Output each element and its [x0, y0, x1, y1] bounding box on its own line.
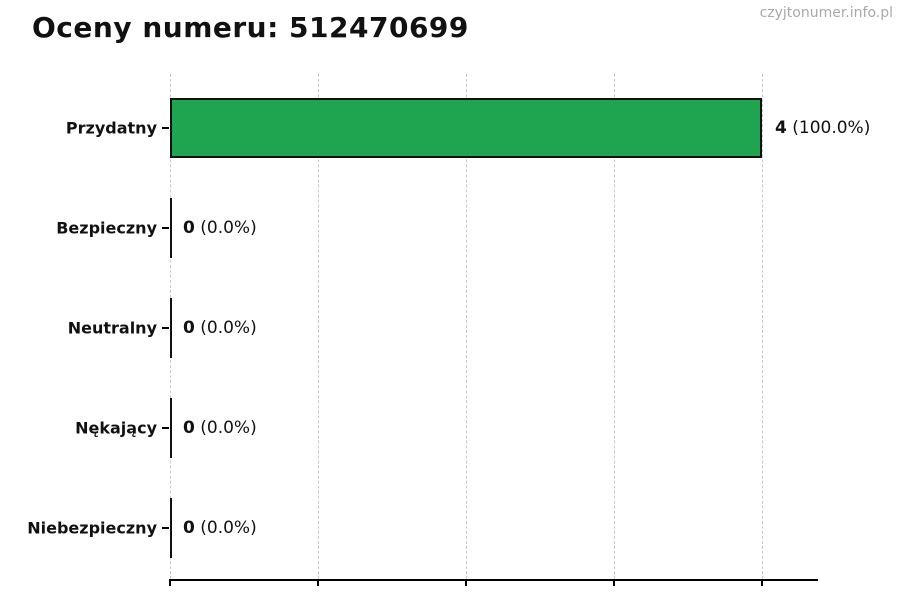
value-percent: (0.0%) — [194, 518, 257, 538]
value-count: 0 — [183, 218, 195, 238]
watermark: czyjtonumer.info.pl — [759, 5, 893, 21]
y-axis-tick — [162, 527, 169, 529]
value-label: 0 (0.0%) — [183, 518, 257, 538]
y-axis-category-label: Bezpieczny — [56, 218, 157, 238]
value-percent: (100.0%) — [786, 118, 871, 138]
x-gridline — [614, 74, 615, 579]
y-axis-category-label: Nękający — [75, 418, 157, 438]
y-axis-category-label: Niebezpieczny — [27, 518, 157, 538]
zero-bar — [170, 298, 172, 358]
y-axis-category-label: Przydatny — [65, 118, 157, 138]
y-axis-tick — [162, 127, 169, 129]
value-percent: (0.0%) — [194, 418, 257, 438]
zero-bar — [170, 498, 172, 558]
value-label: 4 (100.0%) — [775, 118, 870, 138]
x-axis-tick — [465, 579, 467, 586]
x-axis-tick — [613, 579, 615, 586]
value-percent: (0.0%) — [194, 318, 257, 338]
x-gridline — [318, 74, 319, 579]
y-axis-tick — [162, 227, 169, 229]
value-count: 0 — [183, 418, 195, 438]
value-label: 0 (0.0%) — [183, 218, 257, 238]
value-label: 0 (0.0%) — [183, 418, 257, 438]
zero-bar — [170, 398, 172, 458]
zero-bar — [170, 198, 172, 258]
y-axis-tick — [162, 327, 169, 329]
bar — [170, 98, 762, 158]
y-axis-tick — [162, 427, 169, 429]
plot-area: Przydatny 4 (100.0%) Bezpieczny 0 (0.0%) Neu… — [27, 74, 870, 586]
x-axis-tick — [761, 579, 763, 586]
y-axis-category-label: Neutralny — [67, 318, 157, 338]
value-count: 4 — [775, 118, 787, 138]
value-count: 0 — [183, 518, 195, 538]
x-gridline — [466, 74, 467, 579]
x-gridline — [762, 74, 763, 579]
value-count: 0 — [183, 318, 195, 338]
value-percent: (0.0%) — [194, 218, 257, 238]
value-label: 0 (0.0%) — [183, 318, 257, 338]
chart-title: Oceny numeru: 512470699 — [32, 11, 469, 44]
x-axis-tick — [169, 579, 171, 586]
x-axis-tick — [317, 579, 319, 586]
